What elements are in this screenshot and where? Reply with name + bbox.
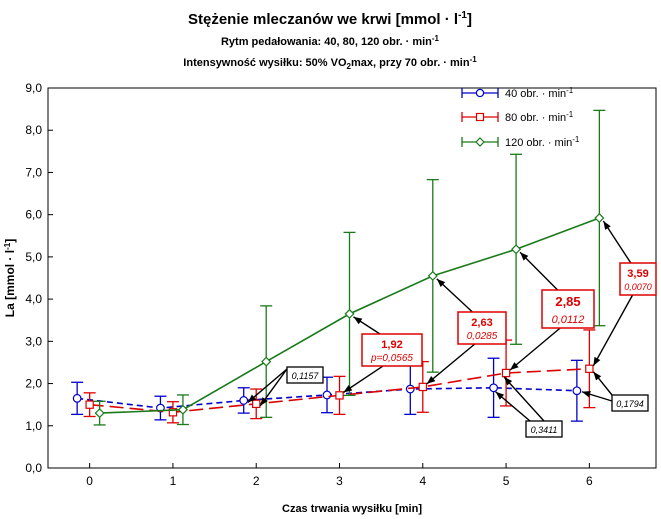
y-tick-label: 3,0: [25, 334, 42, 348]
annotation-value: 2,85: [555, 294, 580, 309]
chart-subtitle-cadence: Rytm pedałowania: 40, 80, 120 obr. · min…: [221, 34, 440, 48]
y-tick-label: 0,0: [25, 461, 42, 475]
annotation-arrow-black-head: [593, 371, 602, 381]
y-tick-label: 4,0: [25, 292, 42, 306]
data-point: [405, 384, 415, 394]
data-point: [594, 212, 605, 224]
data-point: [261, 356, 272, 367]
legend-item-40: 40 obr. · min-1: [461, 86, 574, 100]
data-point: [72, 393, 82, 403]
data-point: [511, 244, 522, 255]
annotation-arrow-green-pt: [519, 251, 559, 291]
y-tick-label: 1,0: [25, 419, 42, 433]
annotation-arrow-black-head: [504, 377, 513, 386]
y-tick-label: 5,0: [25, 250, 42, 264]
x-tick-label: 6: [586, 474, 593, 488]
data-point: [489, 383, 498, 393]
annotation-arrow-red-pt-head: [426, 376, 436, 384]
y-tick-label: 8,0: [25, 123, 42, 137]
y-tick-label: 2,0: [25, 377, 42, 391]
annotation-box-red: [619, 262, 657, 296]
annotation-layer: 1,92 p=0,0565 2,63 0,0285 2,85 0,0112 3,59 0,00…: [247, 220, 657, 438]
annotation-arrow-black-head: [581, 391, 591, 398]
annotation-box-red: [457, 311, 507, 345]
annotation-arrow-black-head: [260, 397, 268, 406]
svg-text:40 obr. · min-1: 40 obr. · min-1: [505, 86, 574, 100]
annotation-arrow-black-head: [495, 391, 505, 400]
x-axis-label: Czas trwania wysiłku [min]: [282, 503, 422, 515]
annotation-arrow-green-pt-head: [520, 252, 529, 261]
annotation-p: 0,0285: [467, 331, 498, 342]
annotation-value: 3,59: [627, 268, 648, 280]
y-tick-label: 6,0: [25, 208, 42, 222]
x-tick-label: 5: [503, 474, 510, 488]
legend-marker-square: [475, 112, 485, 122]
svg-text:80 obr. · min-1: 80 obr. · min-1: [505, 110, 574, 124]
data-point: [322, 390, 332, 400]
legend-item-120: 120 obr. · min-1: [461, 135, 580, 149]
annotation-arrow-red-pt-head: [343, 384, 353, 393]
annotation-box-black: [611, 394, 649, 412]
data-point: [168, 408, 178, 417]
annotation-p: 0,0070: [624, 282, 652, 292]
annotation-arrow-green-pt-head: [603, 221, 611, 230]
data-point: [501, 368, 511, 378]
y-axis-ticks: 0,0 1,0 2,0 3,0 4,0 5,0 6,0 7,0 8,0 9,0: [25, 81, 53, 475]
chart-subtitle-intensity: Intensywność wysiłku: 50% VO2max, przy 7…: [183, 55, 477, 71]
annotation-box-black: [525, 420, 563, 438]
series-layer: [71, 109, 606, 426]
legend-item-80: 80 obr. · min-1: [461, 110, 574, 124]
annotation-arrow-red-pt: [592, 294, 634, 367]
y-axis-label: La [mmol · l-1]: [3, 239, 17, 317]
data-point: [239, 396, 249, 405]
data-point: [427, 270, 438, 281]
annotation-value: 2,63: [471, 317, 492, 329]
svg-text:120 obr. · min-1: 120 obr. · min-1: [505, 135, 580, 149]
data-point: [252, 399, 261, 409]
legend-marker-circle: [475, 88, 485, 98]
legend: 40 obr. · min-1 80 obr. · min-1 120 obr.…: [461, 86, 580, 149]
x-tick-label: 3: [336, 474, 343, 488]
annotation-p-black: 0,3411: [531, 425, 558, 435]
legend-marker-diamond: [475, 137, 485, 147]
annotation-p: p=0,0565: [370, 353, 413, 364]
annotation-box-black: [286, 366, 324, 384]
x-tick-label: 2: [253, 474, 260, 488]
annotation-p-black: 0,1794: [616, 399, 644, 409]
annotation-arrow-black: [503, 376, 545, 422]
annotation-arrow-green-pt-head: [353, 316, 363, 325]
x-tick-label: 0: [86, 474, 93, 488]
annotation-arrow-red-pt-head: [593, 356, 601, 366]
annotation-arrow-red-pt: [509, 327, 561, 371]
data-point: [177, 404, 188, 415]
data-point: [85, 400, 94, 409]
x-axis-ticks: 0 1 2 3 4 5 6: [86, 463, 593, 488]
annotation-arrow-green-pt-head: [436, 278, 446, 288]
y-tick-label: 9,0: [25, 81, 42, 95]
data-point: [585, 364, 594, 373]
series-0: [71, 357, 583, 422]
annotation-box-red: [361, 333, 423, 367]
chart-title: Stężenie mleczanów we krwi [mmol · l-1]: [188, 10, 472, 28]
annotation-arrow-black-head: [247, 394, 257, 403]
y-tick-label: 7,0: [25, 165, 42, 179]
annotation-p-black: 0,1157: [292, 371, 320, 381]
annotation-arrow-black: [247, 368, 288, 403]
data-point: [344, 308, 355, 319]
annotation-p: 0,0112: [552, 314, 585, 326]
data-point: [94, 408, 105, 419]
x-tick-label: 4: [419, 474, 426, 488]
annotation-value: 1,92: [381, 339, 402, 351]
annotation-arrow-red-pt: [426, 343, 476, 385]
data-point: [572, 386, 582, 396]
annotation-arrow-red-pt-head: [510, 362, 519, 370]
series-2: [93, 109, 606, 426]
data-point: [418, 382, 427, 392]
data-point: [335, 391, 344, 400]
x-tick-label: 1: [170, 474, 177, 488]
annotation-box-red: [541, 289, 595, 329]
